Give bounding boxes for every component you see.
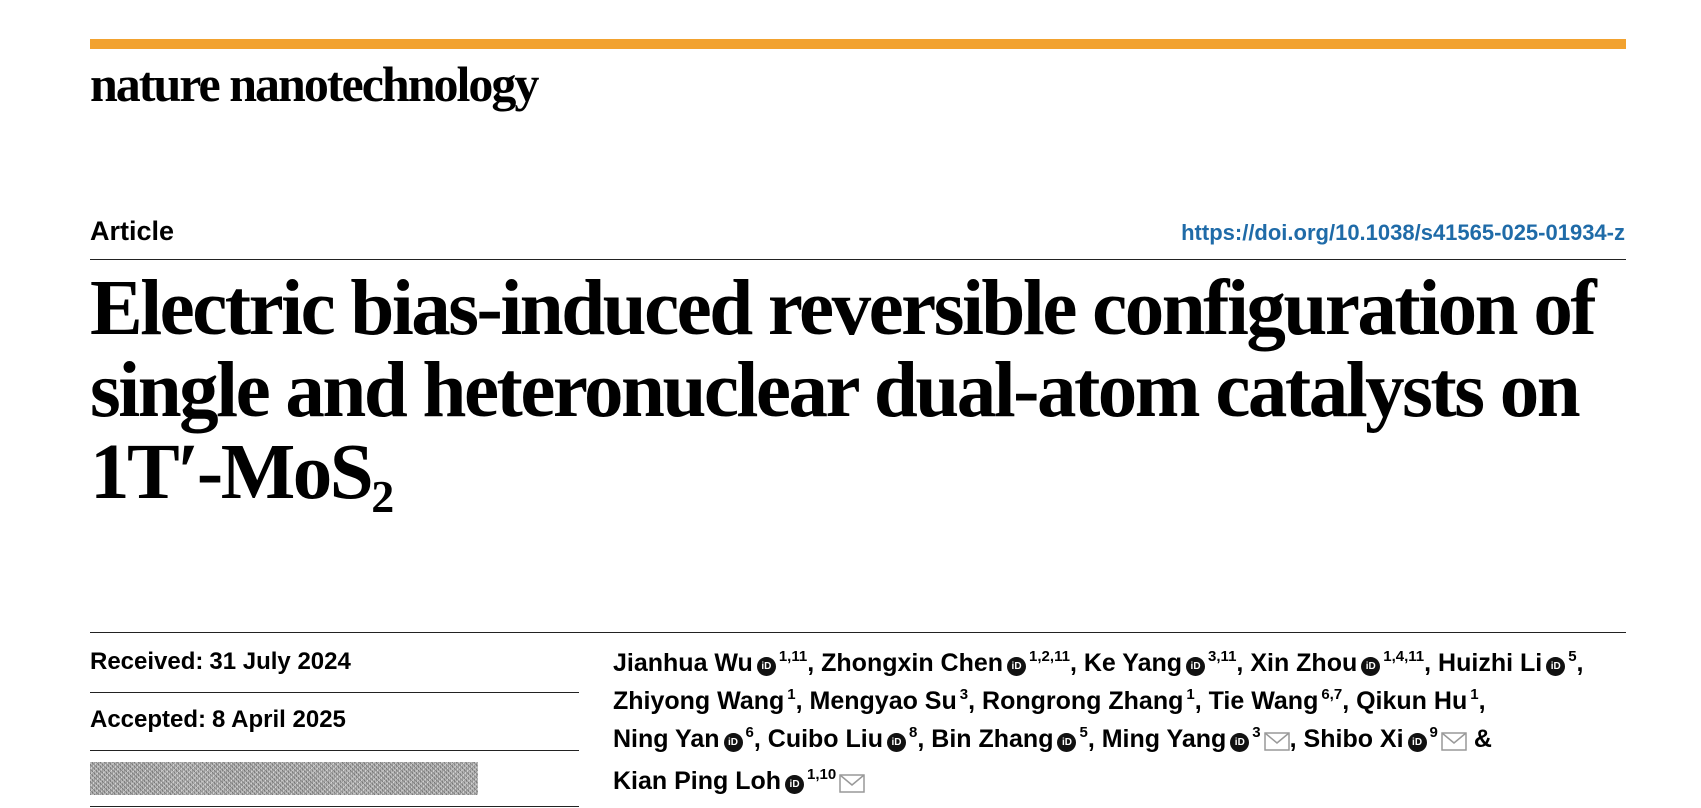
orcid-icon[interactable]: iD bbox=[1186, 657, 1206, 676]
author-name[interactable]: Ke Yang bbox=[1083, 649, 1183, 677]
received-label: Received: bbox=[90, 648, 204, 675]
author-list: Jianhua Wu iD1,11, Zhongxin Chen iD1,2,11,… bbox=[613, 644, 1633, 804]
orcid-icon[interactable]: iD bbox=[1057, 733, 1077, 752]
author-separator: , bbox=[968, 687, 983, 715]
orcid-icon[interactable]: iD bbox=[756, 657, 776, 676]
author-name[interactable]: Jianhua Wu bbox=[613, 649, 753, 677]
author-separator: , bbox=[1424, 649, 1439, 677]
affiliation-marker: 1,10 bbox=[807, 766, 837, 783]
author-separator: , bbox=[1576, 649, 1584, 677]
affiliation-marker: 8 bbox=[909, 724, 918, 741]
author-name[interactable]: Mengyao Su bbox=[809, 687, 957, 715]
orcid-icon[interactable]: iD bbox=[1230, 733, 1250, 752]
author-separator: , bbox=[1289, 725, 1304, 753]
author-name[interactable]: Xin Zhou bbox=[1250, 649, 1358, 677]
affiliation-marker: 1,2,11 bbox=[1029, 648, 1070, 665]
author-separator: , bbox=[1478, 687, 1486, 715]
metadata-top-divider bbox=[90, 632, 1626, 633]
author-item: Shibo Xi iD9 bbox=[1304, 725, 1467, 753]
header-divider bbox=[90, 259, 1626, 260]
author-item: Cuibo Liu iD8 bbox=[768, 725, 918, 753]
author-item: Rongrong Zhang 1 bbox=[982, 687, 1195, 715]
author-separator: , bbox=[753, 725, 768, 753]
author-item: Qikun Hu 1 bbox=[1356, 687, 1478, 715]
journal-logo[interactable]: nature nanotechnology bbox=[90, 56, 539, 112]
accepted-value: 8 April 2025 bbox=[212, 706, 346, 733]
affiliation-marker: 1,4,11 bbox=[1383, 648, 1425, 665]
author-item: Huizhi Li iD5 bbox=[1438, 649, 1577, 677]
author-item: Bin Zhang iD5 bbox=[931, 725, 1088, 753]
author-separator: , bbox=[1236, 649, 1251, 677]
author-item: Ke Yang iD3,11 bbox=[1084, 649, 1237, 677]
affiliation-marker: 9 bbox=[1429, 724, 1438, 741]
envelope-icon[interactable] bbox=[839, 766, 865, 804]
received-value: 31 July 2024 bbox=[209, 648, 351, 675]
orcid-icon[interactable]: iD bbox=[1546, 657, 1566, 676]
affiliation-marker: 3 bbox=[1252, 724, 1261, 741]
author-name[interactable]: Huizhi Li bbox=[1438, 649, 1543, 677]
affiliation-marker: 1,11 bbox=[778, 648, 808, 665]
author-separator: , bbox=[795, 687, 810, 715]
article-title: Electric bias-induced reversible configu… bbox=[90, 265, 1650, 520]
orcid-icon[interactable]: iD bbox=[1007, 657, 1027, 676]
affiliation-marker: 1 bbox=[1186, 686, 1195, 703]
author-item: Tie Wang 6,7 bbox=[1209, 687, 1343, 715]
article-type-label: Article bbox=[90, 216, 175, 246]
author-name[interactable]: Rongrong Zhang bbox=[982, 687, 1184, 715]
author-name[interactable]: Tie Wang bbox=[1208, 687, 1319, 715]
author-separator: , bbox=[807, 649, 822, 677]
author-item: Jianhua Wu iD1,11 bbox=[613, 649, 807, 677]
author-name[interactable]: Zhongxin Chen bbox=[821, 649, 1004, 677]
author-item: Mengyao Su 3 bbox=[810, 687, 969, 715]
dates-divider-2 bbox=[90, 750, 579, 751]
affiliation-marker: 6,7 bbox=[1321, 686, 1343, 703]
author-name[interactable]: Cuibo Liu bbox=[767, 725, 884, 753]
affiliation-marker: 3,11 bbox=[1208, 648, 1237, 665]
author-name[interactable]: Shibo Xi bbox=[1303, 725, 1404, 753]
received-date: Received: 31 July 2024 bbox=[90, 647, 351, 677]
author-separator: , bbox=[1342, 687, 1357, 715]
title-subscript: 2 bbox=[371, 471, 395, 522]
author-separator: , bbox=[1087, 725, 1102, 753]
doi-link[interactable]: https://doi.org/10.1038/s41565-025-01934… bbox=[1181, 220, 1625, 245]
orcid-icon[interactable]: iD bbox=[887, 733, 907, 752]
envelope-icon[interactable] bbox=[1441, 724, 1467, 762]
orcid-icon[interactable]: iD bbox=[1407, 733, 1427, 752]
orcid-icon[interactable]: iD bbox=[1361, 657, 1381, 676]
author-separator: , bbox=[1194, 687, 1209, 715]
author-item: Kian Ping Loh iD1,10 bbox=[613, 767, 865, 795]
author-name[interactable]: Ning Yan bbox=[613, 725, 720, 753]
author-name[interactable]: Qikun Hu bbox=[1356, 687, 1468, 715]
article-title-text: Electric bias-induced reversible configu… bbox=[90, 265, 1597, 516]
author-name[interactable]: Kian Ping Loh bbox=[613, 767, 782, 795]
affiliation-marker: 1 bbox=[1470, 686, 1479, 703]
redacted-block bbox=[90, 762, 478, 795]
accepted-label: Accepted: bbox=[90, 706, 207, 733]
author-name[interactable]: Zhiyong Wang bbox=[613, 687, 785, 715]
journal-accent-bar bbox=[90, 39, 1626, 49]
author-separator: & bbox=[1466, 725, 1492, 753]
affiliation-marker: 3 bbox=[959, 686, 969, 703]
author-item: Xin Zhou iD1,4,11 bbox=[1250, 649, 1424, 677]
affiliation-marker: 5 bbox=[1568, 648, 1577, 665]
author-item: Zhongxin Chen iD1,2,11 bbox=[821, 649, 1070, 677]
affiliation-marker: 5 bbox=[1079, 724, 1088, 741]
author-item: Ning Yan iD6 bbox=[613, 725, 754, 753]
orcid-icon[interactable]: iD bbox=[723, 733, 743, 752]
affiliation-marker: 6 bbox=[745, 724, 754, 741]
author-item: Zhiyong Wang 1 bbox=[613, 687, 796, 715]
author-item: Ming Yang iD3 bbox=[1102, 725, 1290, 753]
author-separator: , bbox=[1069, 649, 1084, 677]
author-separator: , bbox=[917, 725, 932, 753]
author-name[interactable]: Ming Yang bbox=[1101, 725, 1227, 753]
author-name[interactable]: Bin Zhang bbox=[931, 725, 1054, 753]
orcid-icon[interactable]: iD bbox=[785, 775, 805, 794]
dates-divider-3 bbox=[90, 806, 579, 807]
affiliation-marker: 1 bbox=[787, 686, 796, 703]
accepted-date: Accepted: 8 April 2025 bbox=[90, 705, 346, 735]
envelope-icon[interactable] bbox=[1263, 724, 1290, 762]
dates-divider-1 bbox=[90, 692, 579, 693]
